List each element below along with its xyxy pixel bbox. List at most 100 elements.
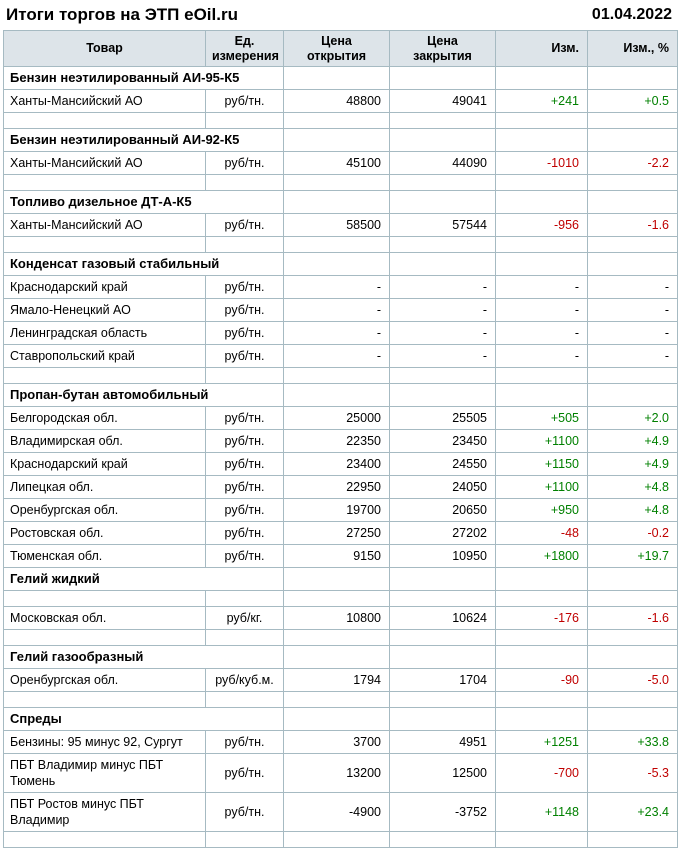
empty-cell [587,707,678,731]
spacer-cell [587,831,678,848]
change-cell: - [495,275,588,299]
spacer-cell [389,367,496,384]
section-title: Топливо дизельное ДТ-А-К5 [3,190,284,214]
section-title: Пропан-бутан автомобильный [3,383,284,407]
spacer-row [3,236,678,253]
unit-cell: руб/тн. [205,321,284,345]
open-price-cell: 25000 [283,406,390,430]
change-cell: +1251 [495,730,588,754]
unit-cell: руб/тн. [205,429,284,453]
spacer-cell [495,174,588,191]
change-cell: - [495,321,588,345]
change-cell: - [495,344,588,368]
close-price-cell: 25505 [389,406,496,430]
spacer-cell [495,691,588,708]
change-cell: -1010 [495,151,588,175]
empty-cell [587,252,678,276]
change-pct-cell: - [587,344,678,368]
spacer-cell [205,174,284,191]
change-cell: -176 [495,606,588,630]
empty-cell [283,128,390,152]
empty-cell [283,567,390,591]
close-price-cell: - [389,275,496,299]
product-cell: Оренбургская обл. [3,668,206,692]
close-price-cell: 44090 [389,151,496,175]
open-price-cell: 3700 [283,730,390,754]
open-price-cell: 23400 [283,452,390,476]
change-cell: +1148 [495,792,588,832]
product-cell: Тюменская обл. [3,544,206,568]
unit-cell: руб/тн. [205,213,284,237]
spacer-cell [283,629,390,646]
open-price-cell: 19700 [283,498,390,522]
spacer-cell [3,174,206,191]
empty-cell [389,645,496,669]
spacer-cell [205,112,284,129]
spacer-cell [205,629,284,646]
close-price-cell: -3752 [389,792,496,832]
change-pct-cell: +0.5 [587,89,678,113]
empty-cell [495,567,588,591]
table-row: Краснодарский край руб/тн. - - - - [3,275,678,299]
change-pct-cell: -0.2 [587,521,678,545]
change-pct-cell: - [587,298,678,322]
product-cell: Ханты-Мансийский АО [3,89,206,113]
spacer-cell [389,831,496,848]
close-price-cell: - [389,298,496,322]
empty-cell [587,645,678,669]
section-row: Бензин неэтилированный АИ-92-К5 [3,128,678,152]
unit-cell: руб/тн. [205,792,284,832]
change-pct-cell: -5.0 [587,668,678,692]
section-title: Бензин неэтилированный АИ-92-К5 [3,128,284,152]
close-price-cell: 23450 [389,429,496,453]
change-cell: +1100 [495,429,588,453]
spacer-cell [389,590,496,607]
unit-cell: руб/тн. [205,521,284,545]
empty-cell [389,567,496,591]
product-cell: Ростовская обл. [3,521,206,545]
change-cell: - [495,298,588,322]
spacer-cell [495,590,588,607]
empty-cell [495,645,588,669]
table-row: Ханты-Мансийский АО руб/тн. 58500 57544 -956… [3,213,678,237]
unit-cell: руб/тн. [205,151,284,175]
product-cell: Владимирская обл. [3,429,206,453]
empty-cell [389,128,496,152]
column-header-open-price: Цена открытия [283,30,390,67]
open-price-cell: - [283,344,390,368]
spacer-cell [283,112,390,129]
spacer-cell [205,367,284,384]
report-date: 01.04.2022 [591,6,672,23]
table-row: Ханты-Мансийский АО руб/тн. 45100 44090 -101… [3,151,678,175]
unit-cell: руб/тн. [205,498,284,522]
page-header: Итоги торгов на ЭТП eOil.ru 01.04.2022 [0,0,680,30]
product-cell: Бензины: 95 минус 92, Сургут [3,730,206,754]
section-title: Бензин неэтилированный АИ-95-К5 [3,66,284,90]
product-cell: Оренбургская обл. [3,498,206,522]
change-pct-cell: -5.3 [587,753,678,793]
page-title: Итоги торгов на ЭТП eOil.ru [6,5,238,24]
close-price-cell: 20650 [389,498,496,522]
unit-cell: руб/куб.м. [205,668,284,692]
empty-cell [283,645,390,669]
change-pct-cell: +4.8 [587,475,678,499]
section-title: Гелий жидкий [3,567,284,591]
table-row: Бензины: 95 минус 92, Сургут руб/тн. 3700 4… [3,730,678,754]
close-price-cell: 10624 [389,606,496,630]
change-cell: -700 [495,753,588,793]
open-price-cell: 1794 [283,668,390,692]
table-row: Ставропольский край руб/тн. - - - - [3,344,678,368]
spacer-cell [587,367,678,384]
column-header-change: Изм. [495,30,588,67]
empty-cell [389,66,496,90]
column-header-close-price: Цена закрытия [389,30,496,67]
spacer-row [3,590,678,607]
open-price-cell: 58500 [283,213,390,237]
unit-cell: руб/тн. [205,753,284,793]
table-row: Белгородская обл. руб/тн. 25000 25505 +505 +2… [3,406,678,430]
change-cell: +505 [495,406,588,430]
close-price-cell: 1704 [389,668,496,692]
open-price-cell: 10800 [283,606,390,630]
empty-cell [587,567,678,591]
